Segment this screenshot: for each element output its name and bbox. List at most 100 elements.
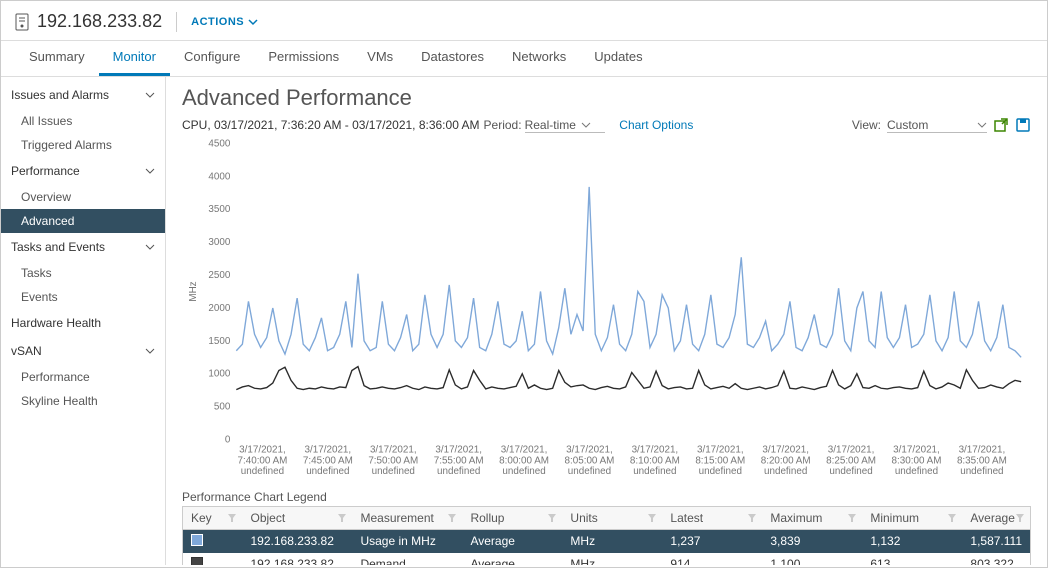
svg-text:8:05:00 AM: 8:05:00 AM	[565, 455, 615, 466]
svg-text:undefined: undefined	[372, 466, 415, 477]
tab-monitor[interactable]: Monitor	[99, 41, 170, 76]
filter-icon	[448, 514, 456, 522]
sidebar-group-issues-and-alarms[interactable]: Issues and Alarms	[1, 81, 165, 109]
svg-text:3500: 3500	[208, 204, 230, 215]
sidebar-item-skyline-health[interactable]: Skyline Health	[1, 389, 165, 413]
sidebar-item-triggered-alarms[interactable]: Triggered Alarms	[1, 133, 165, 157]
svg-text:3/17/2021,: 3/17/2021,	[370, 444, 417, 455]
legend-col-maximum[interactable]: Maximum	[762, 506, 862, 529]
legend-title: Performance Chart Legend	[182, 490, 1031, 504]
svg-text:undefined: undefined	[437, 466, 480, 477]
svg-text:3/17/2021,: 3/17/2021,	[239, 444, 286, 455]
legend-row[interactable]: 192.168.233.82DemandAverageMHz9141,10061…	[183, 553, 1031, 565]
svg-text:3/17/2021,: 3/17/2021,	[435, 444, 482, 455]
chevron-down-icon	[145, 166, 155, 176]
filter-icon	[338, 514, 346, 522]
legend-col-latest[interactable]: Latest	[662, 506, 762, 529]
view-select[interactable]: Custom	[887, 118, 987, 133]
page-title: Advanced Performance	[182, 85, 1031, 111]
view-value: Custom	[887, 118, 928, 132]
chevron-down-icon	[145, 242, 155, 252]
svg-text:undefined: undefined	[502, 466, 545, 477]
tab-summary[interactable]: Summary	[15, 41, 99, 76]
sidebar-item-events[interactable]: Events	[1, 285, 165, 309]
svg-text:undefined: undefined	[764, 466, 807, 477]
legend-row[interactable]: 192.168.233.82Usage in MHzAverageMHz1,23…	[183, 529, 1031, 553]
svg-text:undefined: undefined	[568, 466, 611, 477]
sidebar-group-vsan[interactable]: vSAN	[1, 337, 165, 365]
svg-text:3/17/2021,: 3/17/2021,	[632, 444, 679, 455]
legend-col-average[interactable]: Average	[962, 506, 1030, 529]
svg-text:4500: 4500	[208, 138, 230, 149]
tab-configure[interactable]: Configure	[170, 41, 254, 76]
filter-icon	[848, 514, 856, 522]
legend-col-key[interactable]: Key	[183, 506, 243, 529]
chevron-down-icon	[581, 121, 591, 129]
svg-text:1000: 1000	[208, 369, 230, 380]
svg-text:8:00:00 AM: 8:00:00 AM	[499, 455, 549, 466]
svg-text:0: 0	[225, 435, 231, 446]
period-select[interactable]: Real-time	[525, 118, 606, 133]
sidebar-item-tasks[interactable]: Tasks	[1, 261, 165, 285]
svg-text:500: 500	[214, 402, 231, 413]
svg-text:8:25:00 AM: 8:25:00 AM	[826, 455, 876, 466]
host-title: 192.168.233.82	[37, 11, 162, 32]
svg-text:MHz: MHz	[188, 281, 199, 301]
legend-col-rollup[interactable]: Rollup	[462, 506, 562, 529]
sidebar-group-performance[interactable]: Performance	[1, 157, 165, 185]
chart-options-link[interactable]: Chart Options	[619, 118, 693, 132]
svg-text:3/17/2021,: 3/17/2021,	[305, 444, 352, 455]
sidebar-item-advanced[interactable]: Advanced	[1, 209, 165, 233]
performance-chart: 050010001500200025003000350040004500MHz3…	[182, 137, 1031, 486]
actions-menu[interactable]: ACTIONS	[191, 16, 258, 28]
svg-text:undefined: undefined	[241, 466, 284, 477]
sidebar-item-all-issues[interactable]: All Issues	[1, 109, 165, 133]
svg-text:undefined: undefined	[829, 466, 872, 477]
svg-text:8:30:00 AM: 8:30:00 AM	[892, 455, 942, 466]
legend-table: KeyObjectMeasurementRollupUnitsLatestMax…	[182, 506, 1031, 565]
actions-label: ACTIONS	[191, 16, 244, 28]
svg-text:7:50:00 AM: 7:50:00 AM	[368, 455, 418, 466]
tab-networks[interactable]: Networks	[498, 41, 580, 76]
filter-icon	[1016, 514, 1024, 522]
tab-bar: SummaryMonitorConfigurePermissionsVMsDat…	[1, 41, 1047, 77]
legend-col-measurement[interactable]: Measurement	[352, 506, 462, 529]
sidebar-item-performance[interactable]: Performance	[1, 365, 165, 389]
sidebar-group-hardware-health[interactable]: Hardware Health	[1, 309, 165, 337]
sidebar-item-overview[interactable]: Overview	[1, 185, 165, 209]
divider	[176, 12, 177, 32]
host-icon	[15, 13, 29, 31]
svg-text:undefined: undefined	[633, 466, 676, 477]
chevron-down-icon	[145, 346, 155, 356]
time-range: CPU, 03/17/2021, 7:36:20 AM - 03/17/2021…	[182, 118, 480, 132]
save-icon[interactable]	[1015, 117, 1031, 133]
sidebar: Issues and AlarmsAll IssuesTriggered Ala…	[1, 77, 166, 565]
svg-text:7:55:00 AM: 7:55:00 AM	[434, 455, 484, 466]
svg-text:3/17/2021,: 3/17/2021,	[762, 444, 809, 455]
svg-text:3/17/2021,: 3/17/2021,	[959, 444, 1006, 455]
svg-text:7:45:00 AM: 7:45:00 AM	[303, 455, 353, 466]
legend-col-object[interactable]: Object	[242, 506, 352, 529]
view-label: View:	[852, 118, 881, 132]
chevron-down-icon	[145, 90, 155, 100]
svg-text:3/17/2021,: 3/17/2021,	[697, 444, 744, 455]
svg-text:8:15:00 AM: 8:15:00 AM	[695, 455, 745, 466]
legend-col-minimum[interactable]: Minimum	[862, 506, 962, 529]
svg-text:undefined: undefined	[960, 466, 1003, 477]
svg-text:3000: 3000	[208, 237, 230, 248]
tab-datastores[interactable]: Datastores	[407, 41, 498, 76]
tab-updates[interactable]: Updates	[580, 41, 656, 76]
legend-col-units[interactable]: Units	[562, 506, 662, 529]
tab-permissions[interactable]: Permissions	[254, 41, 353, 76]
svg-text:3/17/2021,: 3/17/2021,	[566, 444, 613, 455]
svg-text:2500: 2500	[208, 270, 230, 281]
sidebar-group-tasks-and-events[interactable]: Tasks and Events	[1, 233, 165, 261]
svg-text:3/17/2021,: 3/17/2021,	[828, 444, 875, 455]
popout-icon[interactable]	[993, 117, 1009, 133]
chevron-down-icon	[248, 17, 258, 27]
svg-text:undefined: undefined	[895, 466, 938, 477]
tab-vms[interactable]: VMs	[353, 41, 407, 76]
filter-icon	[548, 514, 556, 522]
svg-text:7:40:00 AM: 7:40:00 AM	[238, 455, 288, 466]
period-label: Period:	[484, 118, 522, 132]
